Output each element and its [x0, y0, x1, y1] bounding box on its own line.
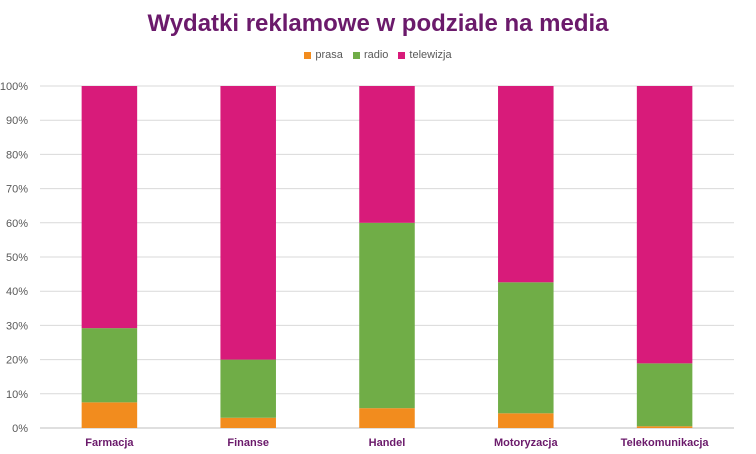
- bar-radio: [498, 282, 554, 414]
- bar-radio: [359, 222, 415, 409]
- legend-swatch-telewizja: [398, 51, 406, 59]
- bar-radio: [636, 363, 693, 427]
- bar-telewizja: [220, 86, 276, 360]
- bar-telewizja: [359, 86, 415, 223]
- x-tick-label: Farmacja: [85, 437, 134, 449]
- y-tick-label: 70%: [6, 184, 28, 196]
- legend-item-prasa: prasa: [304, 49, 343, 61]
- bar-radio: [220, 359, 276, 418]
- x-tick-label: Finanse: [227, 437, 269, 449]
- bar-radio: [81, 328, 138, 403]
- legend-swatch-prasa: [304, 51, 312, 59]
- legend-label-telewizja: telewizja: [409, 49, 452, 61]
- bar-prasa: [498, 413, 554, 428]
- x-tick-label: Motoryzacja: [494, 437, 558, 449]
- legend-item-telewizja: telewizja: [398, 49, 452, 61]
- legend-item-radio: radio: [352, 49, 389, 61]
- x-tick-label: Handel: [369, 437, 406, 449]
- chart-title: Wydatki reklamowe w podziale na media: [147, 10, 609, 37]
- bar-prasa: [359, 408, 415, 428]
- y-tick-label: 80%: [6, 149, 28, 161]
- y-tick-label: 30%: [6, 320, 28, 332]
- bar-telewizja: [636, 86, 693, 364]
- bar-telewizja: [498, 86, 554, 283]
- y-tick-label: 90%: [6, 115, 28, 127]
- bar-telewizja: [81, 86, 138, 329]
- y-tick-label: 50%: [6, 252, 28, 264]
- legend-label-prasa: prasa: [315, 49, 343, 61]
- legend-label-radio: radio: [363, 49, 389, 61]
- y-tick-label: 40%: [6, 286, 28, 298]
- x-tick-label: Telekomunikacja: [621, 437, 710, 449]
- y-tick-label: 60%: [6, 218, 28, 230]
- y-tick-label: 0%: [12, 423, 28, 435]
- legend: prasa radio telewizja: [0, 49, 756, 61]
- y-tick-label: 20%: [6, 355, 28, 367]
- y-tick-label: 100%: [0, 81, 28, 93]
- bar-prasa: [220, 417, 276, 428]
- y-tick-label: 10%: [6, 389, 28, 401]
- bar-prasa: [81, 402, 138, 428]
- legend-swatch-radio: [352, 51, 360, 59]
- bar-prasa: [636, 426, 693, 428]
